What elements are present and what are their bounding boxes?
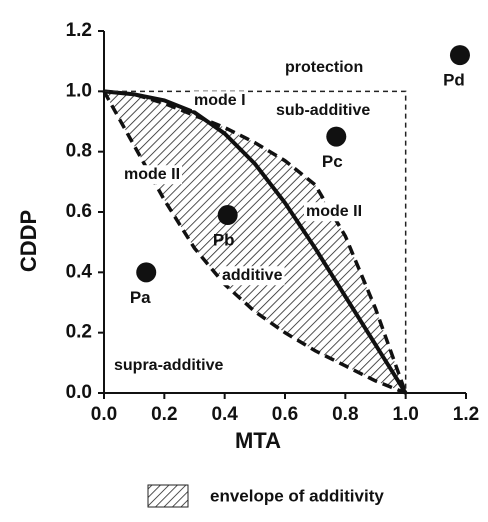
point [449,45,470,66]
point-label: Pd [443,71,465,90]
x-tick-label: 1.2 [453,404,479,425]
envelope-area [104,91,406,393]
x-tick-label: 0.2 [151,404,177,425]
point [136,262,157,283]
annotation-bg [192,91,248,111]
annotation: additive [222,267,283,284]
annotation: mode I [194,92,246,109]
annotation-bg [274,101,373,121]
point-label: Pb [213,231,235,250]
legend-label: envelope of additivity [210,486,384,505]
annotation: protection [285,59,363,76]
annotation-bg [304,202,365,222]
annotation: mode II [306,203,362,220]
annotation-bg [283,58,366,78]
annotation: mode II [124,166,180,183]
annotation-bg [112,356,226,376]
annotation-bg [220,266,285,286]
x-tick-label: 0.6 [272,404,298,425]
point-label: Pa [130,288,151,307]
annotation-bg [122,165,183,185]
point [326,126,347,147]
y-tick-label: 1.0 [66,80,92,101]
y-tick-label: 1.2 [66,20,92,41]
legend-swatch [147,484,189,508]
y-tick-label: 0.6 [66,201,92,222]
point [217,205,238,226]
annotation: sub-additive [276,102,370,119]
y-axis-label: CDDP [16,210,41,272]
y-tick-label: 0.4 [66,261,93,282]
annotation: supra-additive [114,357,223,374]
y-tick-label: 0.0 [66,382,92,403]
x-tick-label: 0.4 [211,404,238,425]
x-tick-label: 0.8 [332,404,358,425]
point-label: Pc [322,152,343,171]
x-axis-label: MTA [235,428,281,453]
x-tick-label: 1.0 [392,404,418,425]
x-tick-label: 0.0 [91,404,117,425]
y-tick-label: 0.2 [66,322,92,343]
y-tick-label: 0.8 [66,141,92,162]
mode-curve [103,89,408,395]
